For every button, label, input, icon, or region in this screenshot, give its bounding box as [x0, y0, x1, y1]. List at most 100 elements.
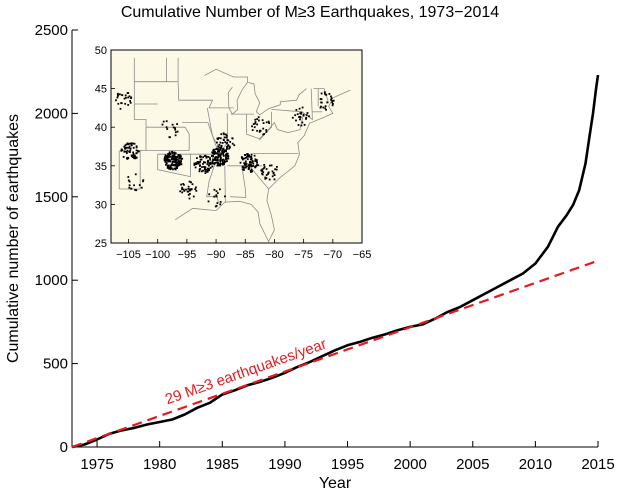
- earthquake-point: [262, 171, 265, 174]
- earthquake-point: [231, 142, 234, 145]
- earthquake-point: [173, 151, 176, 154]
- x-tick-label: 1995: [331, 456, 364, 473]
- earthquake-point: [130, 142, 133, 145]
- earthquake-point: [319, 106, 322, 109]
- earthquake-point: [174, 158, 177, 161]
- earthquake-point: [251, 170, 253, 173]
- earthquake-point: [332, 99, 335, 102]
- earthquake-point: [223, 133, 225, 136]
- earthquake-point: [197, 162, 199, 165]
- earthquake-point: [299, 116, 302, 119]
- earthquake-point: [124, 94, 127, 97]
- earthquake-point: [229, 146, 231, 149]
- inset-y-tick-label: 35: [95, 161, 107, 173]
- earthquake-point: [320, 105, 322, 108]
- earthquake-point: [260, 169, 263, 172]
- earthquake-point: [163, 159, 166, 162]
- earthquake-point: [226, 148, 228, 150]
- earthquake-point: [220, 147, 223, 149]
- earthquake-point: [213, 163, 216, 165]
- earthquake-point: [127, 143, 130, 145]
- earthquake-point: [119, 107, 122, 110]
- earthquake-point: [132, 146, 135, 149]
- earthquake-point: [126, 142, 129, 145]
- earthquake-point: [263, 133, 265, 135]
- earthquake-point: [200, 158, 203, 161]
- earthquake-point: [196, 157, 198, 159]
- earthquake-point: [220, 153, 222, 156]
- y-tick-label: 2500: [35, 22, 68, 39]
- earthquake-point: [226, 145, 228, 148]
- earthquake-point: [133, 184, 135, 187]
- x-tick-label: 2010: [519, 456, 552, 473]
- earthquake-point: [192, 195, 195, 198]
- earthquake-point: [164, 160, 167, 163]
- earthquake-point: [188, 197, 191, 200]
- earthquake-point: [181, 186, 184, 189]
- earthquake-point: [174, 134, 177, 137]
- earthquake-point: [207, 161, 209, 164]
- earthquake-point: [219, 155, 222, 157]
- earthquake-point: [135, 189, 138, 192]
- earthquake-point: [261, 168, 264, 171]
- earthquake-point: [253, 126, 256, 129]
- earthquake-point: [227, 155, 229, 157]
- earthquake-point: [198, 168, 201, 171]
- y-tick-label: 1000: [35, 272, 68, 289]
- earthquake-point: [142, 179, 145, 182]
- earthquake-point: [174, 127, 176, 130]
- earthquake-point: [166, 128, 169, 130]
- earthquake-point: [248, 168, 250, 170]
- earthquake-point: [254, 121, 257, 123]
- earthquake-point: [179, 154, 181, 157]
- earthquake-point: [132, 152, 135, 155]
- earthquake-point: [215, 204, 218, 207]
- earthquake-point: [208, 168, 210, 170]
- inset-map: [115, 57, 351, 243]
- earthquake-point: [250, 153, 253, 156]
- earthquake-point: [164, 154, 167, 157]
- earthquake-point: [220, 133, 223, 136]
- earthquake-point: [326, 101, 329, 104]
- x-tick-label: 1980: [143, 456, 176, 473]
- earthquake-point: [209, 162, 212, 165]
- earthquake-point: [250, 157, 253, 160]
- earthquake-point: [135, 145, 138, 148]
- x-tick-label: 2000: [393, 456, 426, 473]
- earthquake-point: [254, 165, 256, 168]
- earthquake-point: [171, 152, 174, 154]
- earthquake-point: [205, 156, 208, 159]
- earthquake-point: [214, 158, 216, 161]
- earthquake-point: [223, 149, 226, 152]
- earthquake-point: [322, 106, 325, 109]
- earthquake-point: [209, 157, 211, 159]
- earthquake-point: [221, 149, 224, 152]
- earthquake-point: [256, 129, 258, 132]
- earthquake-point: [211, 160, 214, 162]
- earthquake-point: [252, 162, 255, 165]
- earthquake-point: [221, 142, 224, 144]
- earthquake-point: [169, 136, 171, 139]
- map-boundary: [174, 89, 351, 243]
- earthquake-point: [265, 131, 268, 133]
- earthquake-point: [129, 142, 132, 145]
- x-tick-label: 1975: [80, 456, 113, 473]
- earthquake-point: [224, 195, 226, 198]
- earthquake-point: [297, 124, 300, 126]
- earthquake-point: [134, 189, 136, 191]
- earthquake-point: [174, 168, 177, 171]
- earthquake-point: [165, 162, 168, 165]
- earthquake-point: [138, 184, 141, 186]
- earthquake-point: [207, 156, 210, 158]
- earthquake-point: [225, 152, 228, 155]
- earthquake-point: [265, 129, 268, 131]
- earthquake-point: [291, 116, 294, 119]
- earthquake-point: [215, 161, 218, 164]
- x-axis-label: Year: [319, 475, 352, 492]
- earthquake-point: [165, 126, 168, 129]
- earthquake-point: [306, 112, 309, 114]
- earthquake-point: [207, 200, 210, 203]
- inset-x-tick-label: −105: [116, 249, 141, 261]
- earthquake-point: [123, 145, 126, 148]
- inset-map-frame: [110, 49, 363, 244]
